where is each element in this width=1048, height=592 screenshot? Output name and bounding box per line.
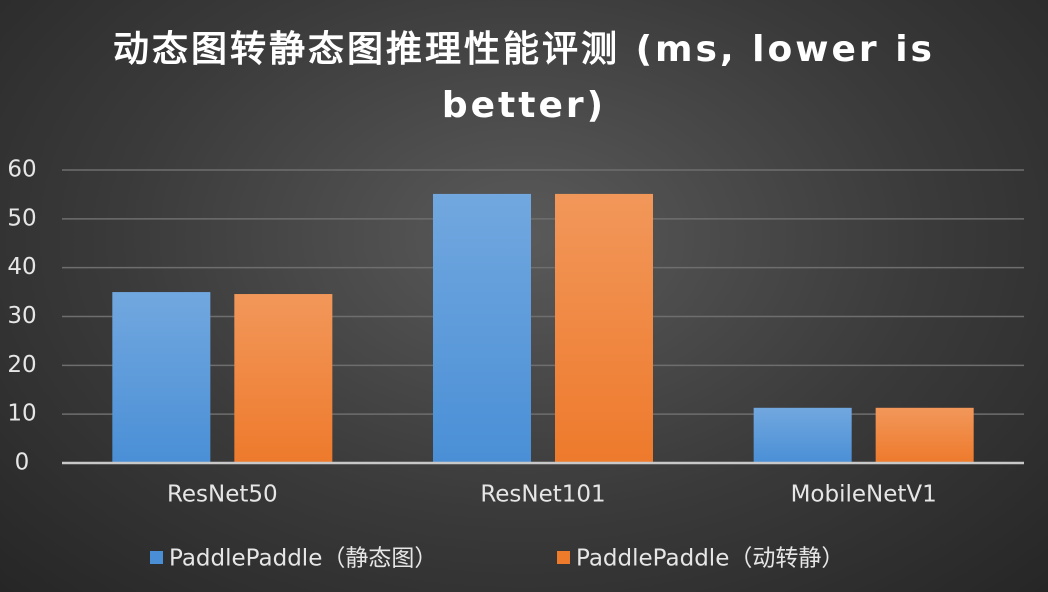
x-tick-label: ResNet101: [480, 482, 605, 508]
y-tick-label: 10: [7, 401, 36, 427]
bar-shine: [555, 193, 653, 463]
bar-shine: [112, 292, 211, 463]
legend-swatch: [150, 551, 163, 564]
bar-shine: [433, 193, 531, 463]
legend-swatch: [557, 551, 570, 564]
y-tick-label: 0: [15, 450, 30, 476]
x-tick-label: MobileNetV1: [791, 482, 937, 508]
y-tick-label: 60: [7, 157, 36, 183]
y-tick-label: 50: [7, 205, 36, 231]
x-tick-label: ResNet50: [167, 482, 278, 508]
y-tick-label: 20: [7, 352, 36, 378]
bar-shine: [875, 407, 974, 463]
legend-label: PaddlePaddle（静态图）: [169, 546, 437, 572]
legend-label: PaddlePaddle（动转静）: [576, 546, 844, 572]
y-tick-label: 30: [7, 303, 36, 329]
bar-shine: [234, 294, 333, 463]
y-tick-label: 40: [7, 254, 36, 280]
chart-title: 动态图转静态图推理性能评测 (ms, lower is better): [113, 29, 935, 126]
bar-shine: [753, 407, 852, 463]
